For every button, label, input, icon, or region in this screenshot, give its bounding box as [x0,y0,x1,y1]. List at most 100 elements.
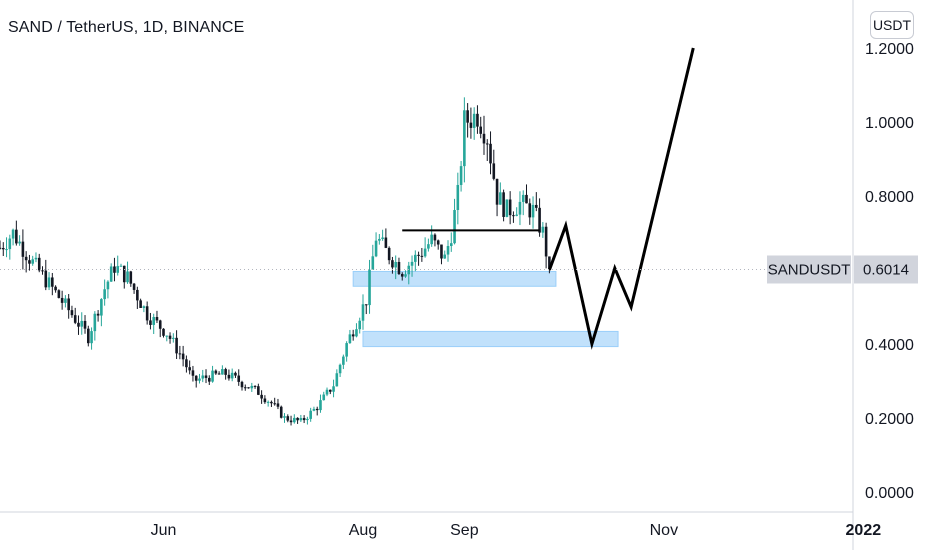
candle-body [495,178,499,205]
candle-body [1,247,5,250]
candle-body [312,408,316,411]
candle-body [18,241,21,244]
candle-body [505,199,509,217]
candlesticks [0,97,551,426]
symbol-title: SAND / TetherUS, 1D, BINANCE [8,19,245,36]
candle-body [485,143,489,145]
candle-body [476,113,479,127]
candle-body [482,133,486,144]
candle-body [384,237,388,248]
time-tick-label: Nov [650,522,678,539]
candle-body [319,400,322,411]
candle-body [394,261,397,268]
candle-body [521,194,525,202]
candle-body [21,241,25,257]
support-zone [362,330,619,348]
candle-body [531,204,535,218]
candle-body [139,300,142,308]
candle-body [440,244,443,259]
candle-body [436,240,440,245]
candle-body [400,274,404,277]
currency-button[interactable]: USDT [870,11,914,39]
candle-body [77,322,80,327]
candle-body [528,203,532,218]
candle-body [158,320,162,329]
candle-body [168,335,172,339]
candle-body [106,281,110,290]
candle-body [129,271,133,284]
candle-body [175,337,178,354]
candle-body [73,315,77,323]
candle-body [142,306,146,308]
candle-body [191,370,195,376]
candle-body [283,416,286,418]
candle-body [449,243,453,247]
candle-body [204,375,208,378]
candle-body [489,143,492,164]
candle-body [103,289,106,300]
candle-body [463,110,466,167]
candle-body [15,229,18,244]
candle-body [479,126,483,134]
candle-body [541,226,545,233]
candle-body [181,353,185,360]
candle-body [525,194,528,204]
candle-body [355,329,358,337]
candle-body [414,254,417,262]
candle-body [44,270,48,288]
candle-body [214,370,218,374]
time-axis[interactable]: Jun Aug Sep Nov 2022 [0,511,881,539]
candle-body [221,369,224,375]
candle-body [397,261,401,275]
symbol-tag-label: SANDUSDT [768,261,851,278]
candle-body [410,261,414,266]
candle-body [322,394,326,401]
candle-body [342,356,345,365]
candle-body [100,299,103,316]
candle-body [194,375,198,381]
candle-body [430,234,433,245]
candle-body [433,234,437,241]
candle-body [361,304,365,321]
candle-body [492,163,496,179]
candle-body [538,207,541,233]
candle-body [293,417,296,423]
candle-body [544,226,548,257]
candle-body [325,389,329,395]
candle-body [443,254,447,259]
candle-body [67,298,70,311]
candle-body [407,265,411,275]
candle-body [499,192,502,205]
drawings [402,47,695,350]
candle-body [332,386,335,392]
candle-body [364,304,368,306]
candle-body [93,313,97,332]
price-tick-label: 0.2000 [865,411,914,428]
candle-body [263,398,267,403]
price-tick-label: 1.2000 [865,41,914,58]
candle-body [250,385,254,389]
candle-body [423,248,427,257]
candle-body [315,408,319,411]
candle-body [472,113,476,128]
candle-body [188,367,191,371]
candle-body [47,277,51,288]
candle-body [289,420,293,423]
candle-body [0,247,2,249]
candle-body [466,110,469,123]
candle-body [132,283,136,290]
candle-body [227,374,231,379]
candle-body [11,229,15,239]
candle-body [178,353,182,355]
candle-body [381,237,384,239]
price-tick-label: 0.4000 [865,337,914,354]
price-tick-label: 0.8000 [865,189,914,206]
candle-body [309,410,312,419]
symbol-tag [767,255,851,284]
candle-body [31,259,35,264]
candle-body [86,328,90,344]
candle-body [335,373,339,387]
candle-body [90,331,93,344]
candle-body [446,246,450,255]
